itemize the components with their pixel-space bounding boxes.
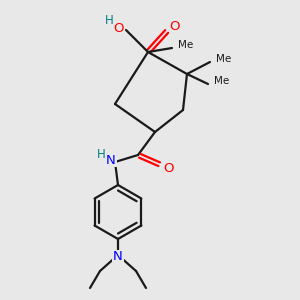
Text: N: N: [106, 154, 116, 166]
Text: Me: Me: [216, 54, 232, 64]
Text: Me: Me: [214, 76, 230, 86]
Text: O: O: [170, 20, 180, 34]
Text: O: O: [114, 22, 124, 35]
Text: H: H: [97, 148, 105, 160]
Text: N: N: [113, 250, 123, 263]
Text: O: O: [163, 161, 173, 175]
Text: Me: Me: [178, 40, 194, 50]
Text: H: H: [105, 14, 113, 26]
